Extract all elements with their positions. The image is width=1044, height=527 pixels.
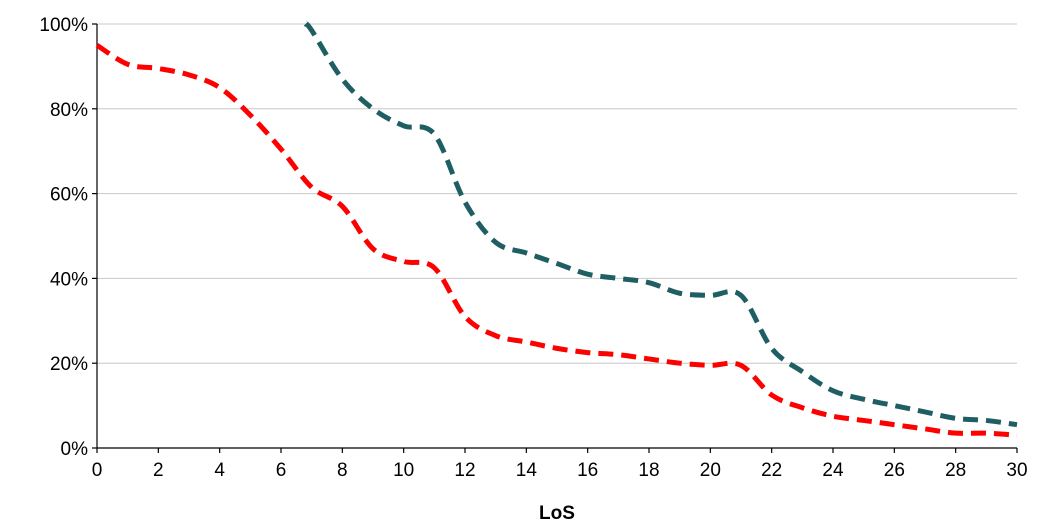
x-tick-label: 6 — [276, 460, 287, 481]
x-tick-label: 26 — [884, 460, 905, 481]
x-tick-label: 10 — [393, 460, 414, 481]
x-tick-label: 24 — [822, 460, 844, 481]
y-tick-label: 0% — [61, 439, 89, 460]
series-line-2 — [303, 21, 1018, 428]
y-tick-label: 60% — [50, 185, 88, 206]
x-tick-label: 12 — [454, 460, 475, 481]
x-tick-label: 22 — [761, 460, 782, 481]
y-tick-labels: 0% 20% 40% 60% 80% 100% — [39, 15, 88, 460]
x-tick-label: 8 — [337, 460, 348, 481]
x-tick-label: 14 — [516, 460, 538, 481]
y-tick-label: 100% — [39, 15, 88, 36]
x-axis-title: LoS — [539, 503, 575, 524]
series-lines — [95, 21, 1018, 438]
x-tick-label: 18 — [638, 460, 659, 481]
x-tick-labels: 0 2 4 6 8 10 12 14 16 18 20 22 24 26 28 30 — [92, 460, 1028, 481]
x-tick-label: 4 — [214, 460, 225, 481]
x-tick-label: 20 — [700, 460, 721, 481]
x-tick-label: 30 — [1006, 460, 1027, 481]
gridlines — [97, 23, 1017, 364]
x-tick-label: 16 — [577, 460, 598, 481]
series-line-1 — [95, 43, 1018, 438]
x-tick-label: 28 — [945, 460, 966, 481]
x-tick-label: 0 — [92, 460, 103, 481]
axes — [92, 23, 1018, 453]
x-tick-label: 2 — [153, 460, 164, 481]
y-tick-label: 80% — [50, 100, 88, 121]
y-tick-label: 20% — [50, 354, 88, 375]
y-tick-label: 40% — [50, 269, 88, 290]
